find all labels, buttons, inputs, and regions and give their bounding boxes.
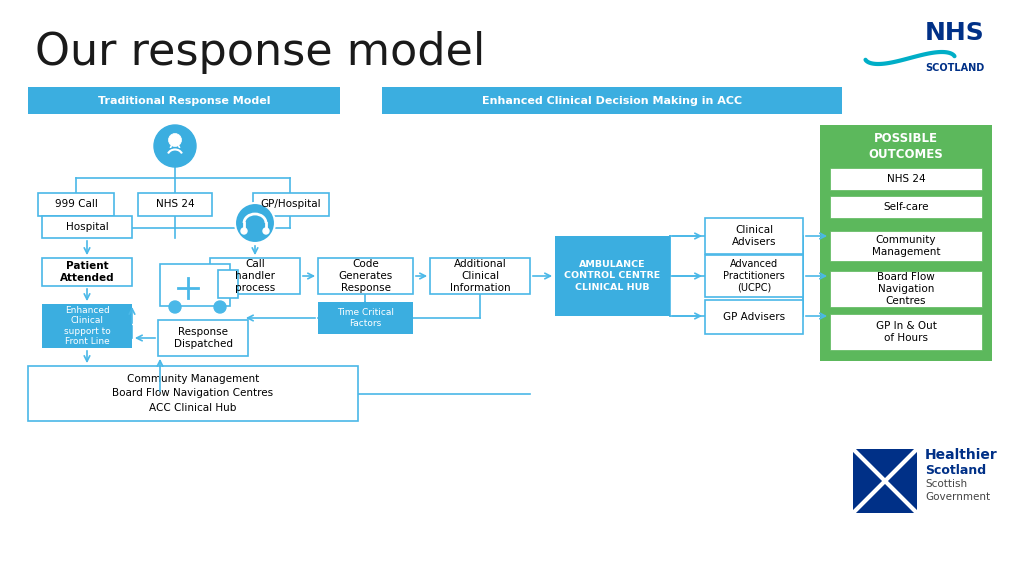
Text: NHS 24: NHS 24: [156, 199, 195, 210]
Circle shape: [234, 203, 275, 243]
Circle shape: [214, 301, 226, 313]
Text: Call
handler
process: Call handler process: [234, 259, 275, 293]
Text: Self-care: Self-care: [884, 202, 929, 212]
Text: Response
Dispatched: Response Dispatched: [173, 327, 232, 349]
FancyBboxPatch shape: [705, 255, 803, 297]
FancyBboxPatch shape: [38, 193, 114, 216]
Text: Our response model: Our response model: [35, 31, 485, 74]
Text: Advanced
Practitioners
(UCPC): Advanced Practitioners (UCPC): [723, 259, 784, 293]
Text: Code
Generates
Response: Code Generates Response: [338, 259, 392, 293]
FancyBboxPatch shape: [28, 366, 358, 421]
FancyBboxPatch shape: [318, 302, 413, 334]
FancyBboxPatch shape: [42, 304, 132, 348]
Text: Patient
Attended: Patient Attended: [59, 261, 115, 283]
FancyBboxPatch shape: [218, 270, 238, 298]
FancyBboxPatch shape: [138, 193, 212, 216]
FancyBboxPatch shape: [705, 300, 803, 334]
Text: Healthier: Healthier: [925, 448, 997, 462]
Text: GP Advisers: GP Advisers: [723, 312, 785, 322]
FancyBboxPatch shape: [318, 258, 413, 294]
Circle shape: [263, 228, 269, 234]
FancyBboxPatch shape: [42, 258, 132, 286]
Text: Government: Government: [925, 492, 990, 502]
Text: Hospital: Hospital: [66, 222, 109, 232]
FancyBboxPatch shape: [830, 196, 982, 218]
FancyBboxPatch shape: [853, 449, 918, 513]
FancyBboxPatch shape: [382, 87, 842, 114]
Text: Additional
Clinical
Information: Additional Clinical Information: [450, 259, 510, 293]
Text: 999 Call: 999 Call: [54, 199, 97, 210]
FancyBboxPatch shape: [830, 231, 982, 261]
FancyBboxPatch shape: [42, 216, 132, 238]
Text: Board Flow
Navigation
Centres: Board Flow Navigation Centres: [878, 272, 935, 306]
FancyBboxPatch shape: [430, 258, 530, 294]
Text: Scottish: Scottish: [925, 479, 967, 489]
Circle shape: [154, 125, 196, 167]
Text: Community Management
Board Flow Navigation Centres
ACC Clinical Hub: Community Management Board Flow Navigati…: [113, 374, 273, 413]
Text: AMBULANCE
CONTROL CENTRE
CLINICAL HUB: AMBULANCE CONTROL CENTRE CLINICAL HUB: [564, 260, 660, 292]
FancyBboxPatch shape: [830, 168, 982, 190]
Text: Clinical
Advisers: Clinical Advisers: [732, 225, 776, 247]
Text: Enhanced
Clinical
support to
Front Line: Enhanced Clinical support to Front Line: [63, 306, 111, 346]
FancyBboxPatch shape: [253, 193, 329, 216]
Text: Enhanced Clinical Decision Making in ACC: Enhanced Clinical Decision Making in ACC: [482, 96, 742, 105]
FancyBboxPatch shape: [158, 320, 248, 356]
Text: Traditional Response Model: Traditional Response Model: [97, 96, 270, 105]
FancyBboxPatch shape: [555, 236, 670, 316]
FancyBboxPatch shape: [830, 314, 982, 350]
Text: Time Critical
Factors: Time Critical Factors: [337, 308, 394, 328]
Text: NHS 24: NHS 24: [887, 174, 926, 184]
FancyBboxPatch shape: [830, 271, 982, 307]
Text: GP/Hospital: GP/Hospital: [261, 199, 322, 210]
FancyBboxPatch shape: [820, 125, 992, 361]
Text: Community
Management: Community Management: [871, 235, 940, 257]
Text: POSSIBLE
OUTCOMES: POSSIBLE OUTCOMES: [868, 131, 943, 161]
FancyBboxPatch shape: [28, 87, 340, 114]
Circle shape: [241, 228, 247, 234]
Circle shape: [169, 301, 181, 313]
Text: Scotland: Scotland: [925, 464, 986, 477]
FancyBboxPatch shape: [210, 258, 300, 294]
Text: NHS: NHS: [925, 21, 985, 45]
FancyBboxPatch shape: [705, 218, 803, 254]
FancyBboxPatch shape: [160, 264, 230, 306]
Text: SCOTLAND: SCOTLAND: [926, 63, 985, 73]
Text: GP In & Out
of Hours: GP In & Out of Hours: [876, 321, 936, 343]
Circle shape: [169, 134, 181, 146]
